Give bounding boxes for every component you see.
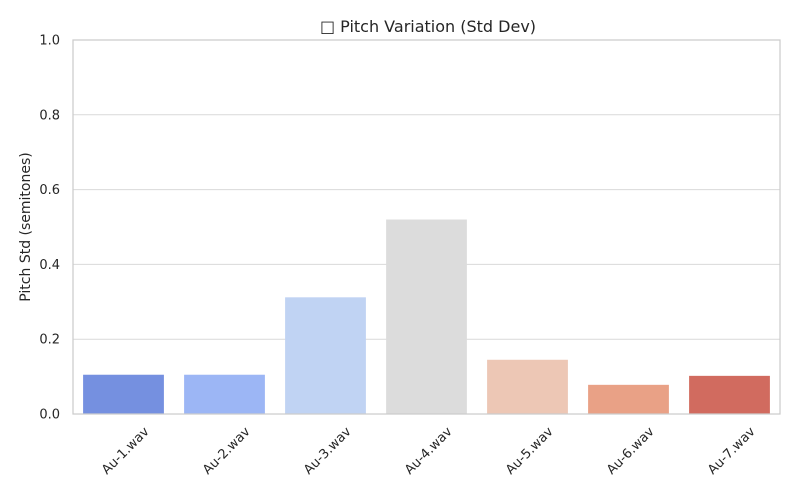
y-tick-label: 0.8 xyxy=(39,108,60,123)
y-tick-label: 1.0 xyxy=(39,34,60,49)
bar-au-4-wav xyxy=(386,219,467,414)
x-tick-label: Au-7.wav xyxy=(705,424,759,478)
x-tick-label: Au-2.wav xyxy=(200,424,254,478)
bar-au-2-wav xyxy=(184,374,265,414)
bar-au-3-wav xyxy=(285,297,366,414)
bar-au-6-wav xyxy=(588,384,669,414)
y-tick-label: 0.4 xyxy=(39,258,60,273)
x-tick-label: Au-4.wav xyxy=(402,424,456,478)
y-axis-label: Pitch Std (semitones) xyxy=(18,152,34,301)
plot-frame xyxy=(72,39,781,415)
bar-au-1-wav xyxy=(83,374,164,414)
bar-au-5-wav xyxy=(487,359,568,414)
x-tick-label: Au-1.wav xyxy=(99,424,153,478)
y-tick-labels: 0.0 0.2 0.4 0.6 0.8 1.0 xyxy=(39,34,60,423)
bar-au-7-wav xyxy=(689,375,770,414)
y-tick-label: 0.2 xyxy=(39,333,60,348)
x-tick-labels: Au-1.wav Au-2.wav Au-3.wav Au-4.wav Au-5.wav… xyxy=(99,424,759,478)
x-tick-label: Au-6.wav xyxy=(604,424,658,478)
y-tick-label: 0.6 xyxy=(39,183,60,198)
x-tick-label: Au-3.wav xyxy=(301,424,355,478)
chart-title: □ Pitch Variation (Std Dev) xyxy=(320,17,536,36)
y-tick-label: 0.0 xyxy=(39,408,60,423)
x-tick-label: Au-5.wav xyxy=(503,424,557,478)
bars xyxy=(83,219,770,414)
